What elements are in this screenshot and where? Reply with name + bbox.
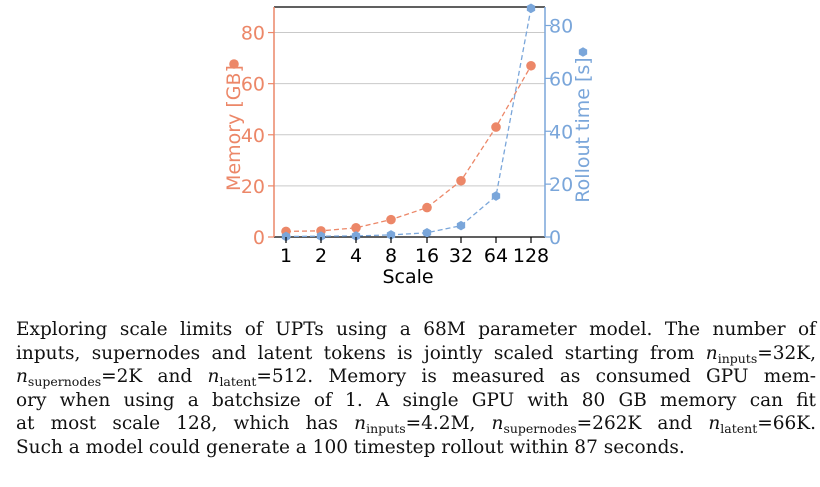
x-tick-label-2: 4 bbox=[350, 245, 362, 267]
grid-lines bbox=[274, 32, 545, 187]
series-1-point-3 bbox=[386, 230, 396, 240]
x-tick-label-5: 32 bbox=[449, 245, 473, 267]
caption-line-2: inputs, supernodes and latent tokens is … bbox=[16, 342, 816, 366]
line-chart: 0 20 40 60 80 0 20 40 60 80 1 2 4 8 16 32 64 128 Memory [… bbox=[223, 3, 594, 288]
series-0-line bbox=[285, 65, 532, 233]
series-1-point-1 bbox=[316, 231, 326, 242]
x-tick-label-4: 16 bbox=[415, 245, 439, 267]
series-0-point-4 bbox=[422, 202, 432, 213]
x-tick-label-7: 128 bbox=[513, 245, 549, 267]
plot-frame bbox=[273, 6, 546, 238]
tick-layer: 0 20 40 60 80 0 20 40 60 80 1 2 4 8 16 32 64 128 bbox=[241, 16, 573, 267]
chart-area: 0 20 40 60 80 0 20 40 60 80 1 2 4 8 16 32 64 128 Memory [… bbox=[223, 3, 594, 288]
series-0-point-5 bbox=[456, 175, 466, 186]
series-1-point-6 bbox=[491, 191, 501, 201]
series-0-point-2 bbox=[351, 223, 361, 233]
x-tick-label-0: 1 bbox=[280, 245, 292, 267]
y-right-tick-label-3: 60 bbox=[549, 68, 573, 90]
series-1-point-0 bbox=[281, 231, 291, 242]
series-1-point-2 bbox=[351, 231, 361, 241]
series-0-point-6 bbox=[491, 122, 501, 132]
caption-line-5: at most scale 128, which has ninputs=4.2… bbox=[16, 413, 816, 437]
y-right-tick-label-4: 80 bbox=[549, 16, 573, 38]
y-left-tick-label-2: 40 bbox=[241, 125, 265, 147]
caption-line-1: Exploring scale limits of UPTs using a 6… bbox=[16, 319, 816, 340]
rollout-axis-marker bbox=[578, 47, 588, 57]
memory-axis-marker bbox=[229, 59, 239, 69]
series-1-point-7 bbox=[526, 3, 536, 14]
series-0-point-7 bbox=[526, 60, 536, 71]
y-right-tick-label-2: 40 bbox=[549, 121, 573, 143]
caption-line-3: nsupernodes=2K and nlatent=512. Memory i… bbox=[16, 366, 817, 390]
x-axis-label: Scale bbox=[382, 266, 433, 288]
y-left-tick-label-1: 20 bbox=[241, 176, 265, 198]
x-tick-label-3: 8 bbox=[385, 245, 397, 267]
figure-caption: Exploring scale limits of UPTs using a 6… bbox=[16, 318, 816, 460]
y-left-tick-label-3: 60 bbox=[241, 74, 265, 96]
y-axis-left-label: Memory [GB] bbox=[223, 65, 245, 191]
series-1-point-4 bbox=[422, 227, 432, 238]
y-left-tick-label-0: 0 bbox=[253, 227, 265, 249]
y-left-tick-label-4: 80 bbox=[241, 23, 265, 45]
series-layer bbox=[281, 3, 536, 242]
caption-line-4: ory when using a batchsize of 1. A singl… bbox=[16, 389, 816, 411]
x-tick-label-6: 64 bbox=[484, 245, 508, 267]
y-right-tick-label-1: 20 bbox=[549, 174, 573, 196]
series-0-point-3 bbox=[386, 214, 396, 225]
caption-line-6: Such a model could generate a 100 timest… bbox=[16, 436, 685, 458]
y-right-tick-label-0: 0 bbox=[549, 227, 561, 249]
x-tick-label-1: 2 bbox=[315, 245, 327, 267]
series-1-line bbox=[285, 8, 532, 238]
y-axis-right-label: Rollout time [s] bbox=[572, 57, 594, 202]
series-1-point-5 bbox=[456, 220, 466, 231]
